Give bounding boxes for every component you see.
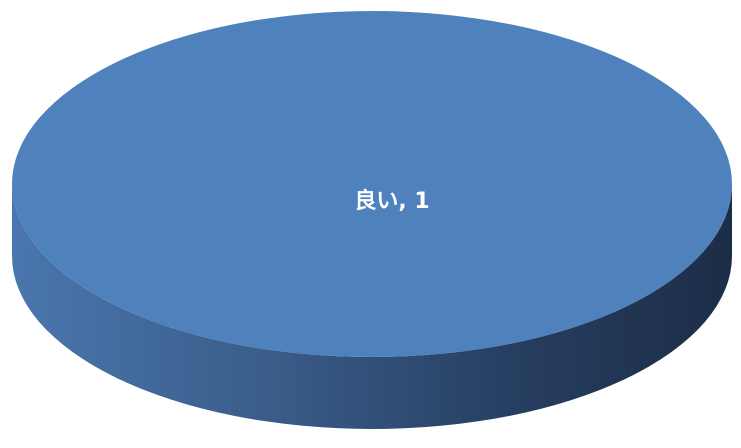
labels-layer: 良い, 1	[354, 188, 429, 214]
pie-slice-label-0: 良い, 1	[354, 188, 429, 214]
slices-layer	[12, 11, 732, 429]
pie-slice-0[interactable]	[12, 11, 732, 357]
pie-slice-side-0	[12, 184, 732, 429]
